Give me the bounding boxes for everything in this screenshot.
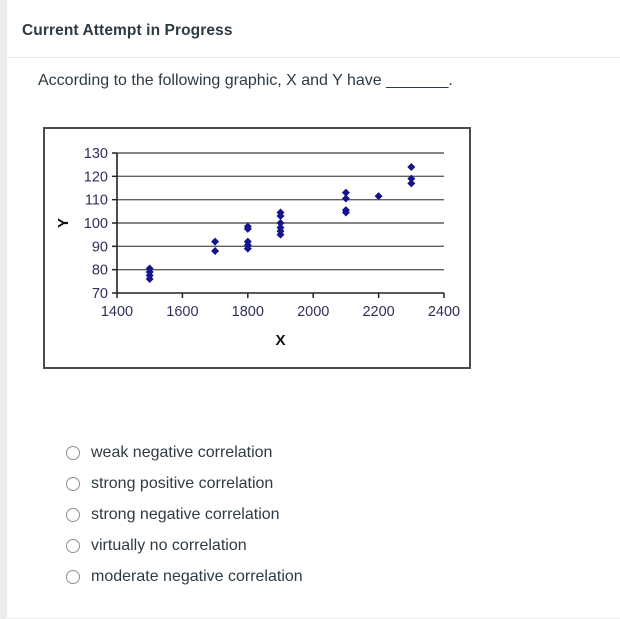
question-text: According to the following graphic, X an… <box>38 72 453 89</box>
radio-button[interactable] <box>66 445 80 460</box>
left-gutter-strip <box>0 0 7 619</box>
option-weak-negative[interactable]: weak negative correlation <box>66 437 303 468</box>
y-tick-label: 70 <box>92 286 108 302</box>
y-tick-label: 120 <box>84 169 108 185</box>
scatter-chart-canvas: 70 80 90 100 110 120 130 1400 1600 1800 2000 2200 24… <box>55 146 460 349</box>
data-point <box>407 174 416 183</box>
x-axis-title: X <box>275 332 285 349</box>
y-tick-label: 100 <box>84 216 108 232</box>
x-tick-label: 1400 <box>101 304 133 320</box>
data-point <box>243 237 252 246</box>
data-point <box>341 188 350 197</box>
option-moderate-negative[interactable]: moderate negative correlation <box>66 561 303 592</box>
page-title: Current Attempt in Progress <box>22 22 233 39</box>
header-divider <box>7 57 620 58</box>
data-point <box>374 192 383 201</box>
x-tick-label: 2000 <box>297 304 329 320</box>
y-tick-label: 80 <box>92 263 108 279</box>
x-tick-label: 2200 <box>362 304 394 320</box>
y-tick-label: 130 <box>84 146 108 162</box>
y-tick-label: 110 <box>85 193 108 209</box>
option-label: moderate negative correlation <box>91 568 303 585</box>
option-strong-positive[interactable]: strong positive correlation <box>66 468 303 499</box>
radio-button[interactable] <box>66 476 80 491</box>
data-point <box>243 222 252 231</box>
x-tick-label: 1800 <box>232 304 264 320</box>
data-point <box>145 264 154 273</box>
radio-button[interactable] <box>66 507 80 522</box>
radio-button[interactable] <box>66 538 80 553</box>
data-point <box>276 223 285 232</box>
option-label: strong positive correlation <box>91 475 274 492</box>
y-tick-label: 90 <box>92 239 108 255</box>
radio-button[interactable] <box>66 569 80 584</box>
data-point <box>276 219 285 227</box>
scatter-chart: 70 80 90 100 110 120 130 1400 1600 1800 2000 2200 24… <box>43 127 471 369</box>
x-tick-label: 2400 <box>428 304 460 320</box>
data-point <box>341 206 350 215</box>
data-point <box>341 194 350 203</box>
option-strong-negative[interactable]: strong negative correlation <box>66 499 303 530</box>
option-label: weak negative correlation <box>91 444 273 461</box>
option-label: strong negative correlation <box>91 506 280 523</box>
data-point <box>407 179 416 188</box>
option-label: virtually no correlation <box>91 537 247 554</box>
option-virtually-none[interactable]: virtually no correlation <box>66 530 303 561</box>
y-axis-title: Y <box>55 218 72 228</box>
data-point <box>407 163 416 171</box>
data-point <box>211 237 220 246</box>
x-tick-label: 1600 <box>166 304 198 320</box>
data-point <box>211 247 220 255</box>
data-point <box>276 208 285 217</box>
answer-options: weak negative correlation strong positiv… <box>66 437 303 592</box>
